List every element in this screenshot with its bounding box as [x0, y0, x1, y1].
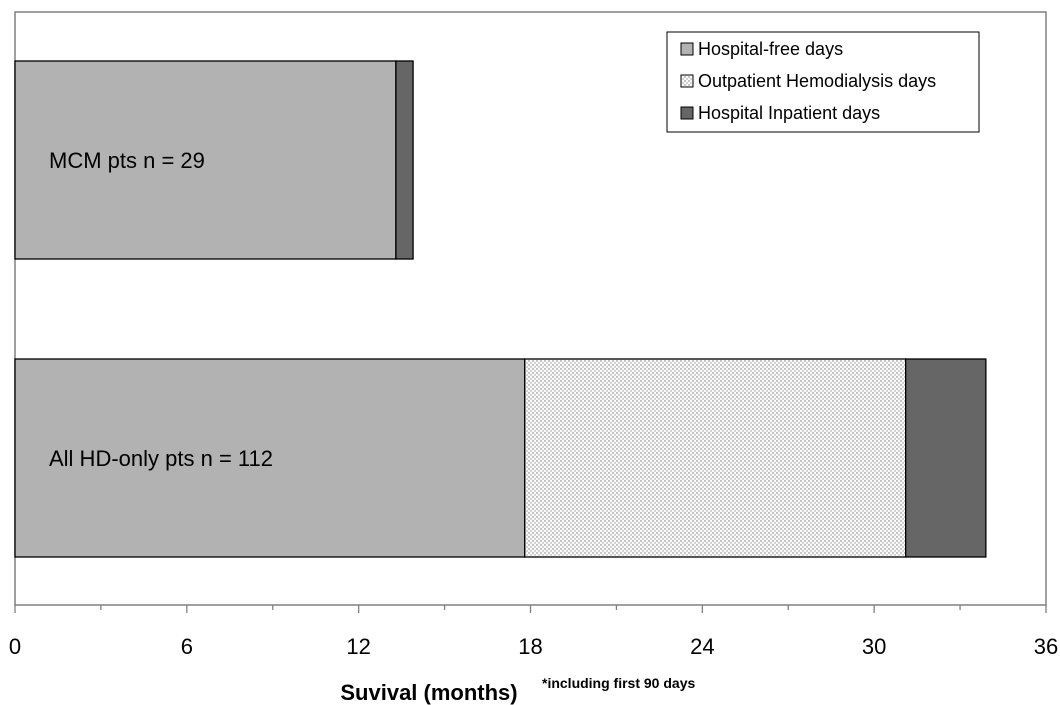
legend-swatch-outpatient-hemodialysis-days	[680, 74, 694, 88]
x-tick-label: 0	[9, 634, 21, 659]
legend: Hospital-free days Outpatient Hemodialysi…	[666, 31, 980, 133]
x-axis-note: *including first 90 days	[542, 675, 695, 691]
legend-swatch-hospital-inpatient-days	[680, 106, 694, 120]
bar-hospital-inpatient-days-1	[395, 60, 414, 260]
bar-hospital-free-days-2	[14, 358, 526, 558]
legend-label: Outpatient Hemodialysis days	[698, 71, 936, 91]
category-label: All HD-only pts n = 112	[49, 446, 273, 471]
legend-swatch-hospital-free-days	[680, 42, 694, 56]
x-axis: 0 6 12 18 24 30 36	[9, 605, 1058, 659]
bar-hospital-inpatient-days-2	[905, 358, 987, 558]
legend-box	[666, 31, 980, 133]
legend-label: Hospital Inpatient days	[698, 103, 880, 123]
legend-label: Hospital-free days	[698, 39, 843, 59]
x-tick-label: 36	[1034, 634, 1058, 659]
x-tick-label: 30	[862, 634, 886, 659]
x-tick-label: 24	[690, 634, 714, 659]
bars: MCM pts n = 29 All HD-only pts n = 112	[14, 60, 987, 558]
bar-hospital-free-days-1	[14, 60, 397, 260]
x-axis-label: Suvival (months)	[340, 680, 517, 705]
x-tick-label: 6	[181, 634, 193, 659]
x-tick-label: 18	[518, 634, 542, 659]
x-tick-label: 12	[346, 634, 370, 659]
category-label: MCM pts n = 29	[49, 148, 205, 173]
bar-outpatient-hemodialysis-days-2	[524, 358, 907, 558]
